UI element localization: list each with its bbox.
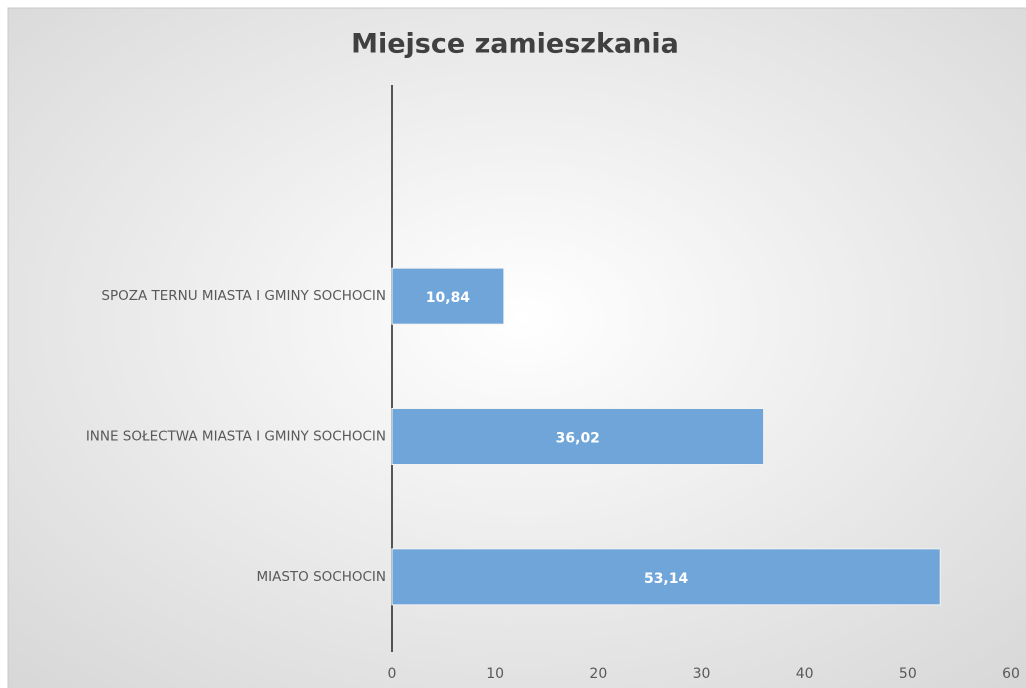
x-tick-label: 10 <box>486 666 504 682</box>
x-tick-label: 40 <box>796 666 814 682</box>
x-tick-label: 50 <box>899 666 917 682</box>
x-tick-label: 20 <box>589 666 607 682</box>
value-label: 10,84 <box>426 290 471 306</box>
bar <box>391 267 505 325</box>
bar <box>391 408 765 465</box>
chart-title: Miejsce zamieszkania <box>351 29 679 60</box>
category-label: INNE SOŁECTWA MIASTA I GMINY SOCHOCIN <box>86 429 386 445</box>
x-tick-label: 60 <box>1002 666 1020 682</box>
x-tick-label: 0 <box>388 666 397 682</box>
category-label: MIASTO SOCHOCIN <box>256 569 386 585</box>
value-label: 36,02 <box>556 431 600 447</box>
category-label: SPOZA TERNU MIASTA I GMINY SOCHOCIN <box>101 288 386 304</box>
bar <box>391 548 941 606</box>
value-label: 53,14 <box>644 571 689 587</box>
x-tick-label: 30 <box>693 666 711 682</box>
